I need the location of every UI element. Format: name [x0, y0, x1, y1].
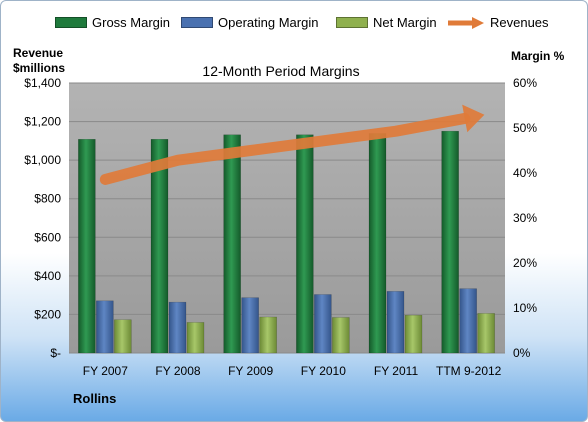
chart-title: 12-Month Period Margins [202, 63, 360, 79]
bar-operating-margin [241, 297, 259, 354]
bar-gross-margin [296, 134, 314, 354]
bar-operating-margin [314, 294, 332, 354]
left-axis-title: Revenue $millions [13, 46, 65, 76]
legend-operating-margin: Operating Margin [181, 15, 318, 30]
right-tick-label: 40% [513, 166, 537, 180]
left-tick-label: $1,200 [24, 115, 61, 129]
bar-operating-margin [96, 300, 114, 354]
category-label: FY 2007 [83, 364, 128, 378]
bar-operating-margin [168, 301, 187, 354]
category-label: FY 2010 [301, 364, 346, 378]
legend-swatch-gross [55, 17, 87, 28]
bar-net-margin [114, 319, 132, 354]
bar-gross-margin [150, 139, 169, 354]
bar-operating-margin [459, 288, 477, 354]
category-label: TTM 9-2012 [436, 364, 502, 378]
bar-net-margin [259, 316, 277, 354]
legend-label-operating: Operating Margin [218, 15, 319, 30]
left-tick-label: $- [50, 346, 61, 360]
right-axis-title: Margin % [511, 49, 565, 63]
legend-swatch-net [336, 17, 368, 28]
bar-net-margin [332, 317, 350, 354]
bar-net-margin [477, 313, 495, 354]
left-axis-title-line2: $millions [13, 61, 66, 75]
bar-gross-margin [441, 130, 459, 354]
left-tick-label: $1,400 [24, 76, 61, 90]
bar-net-margin [186, 322, 205, 354]
revenue-arrowhead-icon [462, 104, 485, 133]
left-axis-title-line1: Revenue [13, 46, 64, 60]
legend-label-net: Net Margin [373, 15, 437, 30]
bar-operating-margin [386, 291, 405, 354]
category-label: FY 2009 [228, 364, 273, 378]
legend-label-gross: Gross Margin [92, 15, 171, 30]
right-tick-label: 0% [513, 346, 531, 360]
legend-label-revenues: Revenues [490, 15, 549, 30]
right-tick-label: 20% [513, 256, 537, 270]
legend-swatch-revenue-arrow-icon [448, 16, 484, 29]
legend-revenues: Revenues [448, 15, 549, 30]
left-tick-label: $1,000 [24, 153, 61, 167]
left-tick-label: $400 [34, 269, 61, 283]
category-label: FY 2011 [374, 364, 419, 378]
bar-net-margin [404, 314, 423, 354]
category-label: FY 2008 [155, 364, 200, 378]
right-tick-label: 50% [513, 121, 537, 135]
revenue-line [99, 112, 471, 185]
right-tick-label: 60% [513, 76, 537, 90]
left-tick-label: $200 [34, 307, 61, 321]
footer-company-name: Rollins [73, 391, 117, 406]
legend-swatch-operating [181, 17, 213, 28]
legend-net-margin: Net Margin [336, 15, 437, 30]
bar-gross-margin [368, 133, 387, 354]
right-tick-label: 10% [513, 301, 537, 315]
right-tick-label: 30% [513, 211, 537, 225]
left-tick-label: $800 [34, 192, 61, 206]
legend-gross-margin: Gross Margin [55, 15, 170, 30]
bar-gross-margin [223, 134, 241, 354]
bar-gross-margin [78, 139, 96, 354]
left-tick-label: $600 [34, 230, 61, 244]
